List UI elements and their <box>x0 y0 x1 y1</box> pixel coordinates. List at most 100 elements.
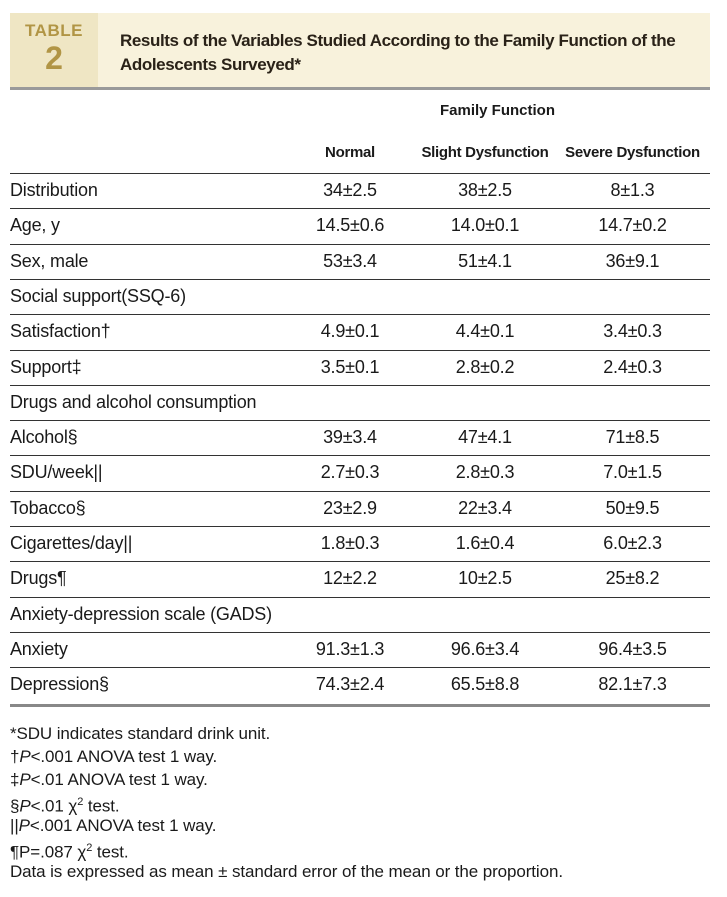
footnote-text: P <box>19 770 31 789</box>
footnote-text: ¶P=.087 χ <box>10 842 87 862</box>
row-line <box>10 632 710 633</box>
row-line <box>10 491 710 492</box>
table-label: TABLE <box>25 21 83 40</box>
footnote-text: 2 <box>77 796 84 808</box>
footnote-text: P <box>19 796 31 816</box>
row-label: Distribution <box>10 180 98 200</box>
footnote-text: test. <box>92 842 129 862</box>
row-label: Tobacco§ <box>10 497 86 518</box>
bottom-rule <box>10 704 710 707</box>
row-label: Sex, male <box>10 250 89 271</box>
cell-value: 25±8.2 <box>605 568 660 589</box>
cell-value: 51±4.1 <box>458 250 512 271</box>
row-line <box>10 244 710 245</box>
row-label: Drugs and alcohol consumption <box>10 391 257 412</box>
footnote: Data is expressed as mean ± standard err… <box>10 860 563 883</box>
footnote: §P<.01 χ2 test. <box>10 791 120 818</box>
footnote-text: *SDU indicates standard drink unit. <box>10 724 271 743</box>
cell-value: 8±1.3 <box>610 180 655 200</box>
cell-value: 74.3±2.4 <box>315 674 385 695</box>
cell-value: 12±2.2 <box>323 568 377 589</box>
footnote: *SDU indicates standard drink unit. <box>10 722 270 745</box>
row-line <box>10 597 710 598</box>
cell-value: 1.6±0.4 <box>455 533 515 553</box>
table-badge: TABLE 2 <box>10 13 98 88</box>
row-line <box>10 350 710 351</box>
footnote-text: P <box>18 816 30 835</box>
footnote-text: test. <box>83 796 120 816</box>
cell-value: 34±2.5 <box>323 180 377 200</box>
footnote-text: ‡ <box>10 770 20 789</box>
cell-value: 14.0±0.1 <box>450 215 520 236</box>
cell-value: 3.5±0.1 <box>320 356 380 377</box>
row-line <box>10 173 710 174</box>
footnote-text: <.001 ANOVA test 1 way. <box>30 747 218 766</box>
cell-value: 96.4±3.5 <box>598 638 667 659</box>
cell-value: 36±9.1 <box>605 250 660 271</box>
cell-value: 2.4±0.3 <box>603 356 662 377</box>
cell-value: 71±8.5 <box>605 427 660 448</box>
row-label: Anxiety-depression scale (GADS) <box>10 603 272 624</box>
cell-value: 14.5±0.6 <box>315 215 385 236</box>
group-header: Family Function <box>439 102 555 119</box>
cell-value: 96.6±3.4 <box>450 638 520 659</box>
row-label: Alcohol§ <box>10 427 78 448</box>
cell-value: 2.8±0.2 <box>455 356 515 377</box>
footnote-text: P <box>19 747 31 766</box>
cell-value: 14.7±0.2 <box>598 215 667 236</box>
cell-value: 3.4±0.3 <box>603 321 662 342</box>
row-label: Support‡ <box>10 356 82 377</box>
column-header: Normal <box>325 144 375 161</box>
row-line <box>10 526 710 527</box>
row-label: Anxiety <box>10 638 68 659</box>
cell-value: 82.1±7.3 <box>598 674 667 695</box>
row-label: Cigarettes/day|| <box>10 533 133 553</box>
footnote-text: <.01 ANOVA test 1 way. <box>30 770 208 789</box>
cell-value: 47±4.1 <box>458 427 512 448</box>
footnote-text: † <box>10 747 20 766</box>
cell-value: 1.8±0.3 <box>320 533 380 553</box>
cell-value: 10±2.5 <box>458 568 512 589</box>
cell-value: 22±3.4 <box>458 497 512 518</box>
footnote: †P<.001 ANOVA test 1 way. <box>10 745 217 768</box>
row-line <box>10 208 710 209</box>
cell-value: 39±3.4 <box>323 427 377 448</box>
footnote-text: Data is expressed as mean ± standard err… <box>10 862 563 881</box>
footnote: ‡P<.01 ANOVA test 1 way. <box>10 768 208 791</box>
cell-value: 91.3±1.3 <box>315 638 385 659</box>
cell-value: 38±2.5 <box>458 180 512 200</box>
row-label: Age, y <box>10 215 60 236</box>
row-line <box>10 279 710 280</box>
header-rule <box>10 87 710 90</box>
column-header: Slight Dysfunction <box>421 144 549 161</box>
cell-value: 7.0±1.5 <box>603 462 662 483</box>
cell-value: 53±3.4 <box>323 250 377 271</box>
row-label: Depression§ <box>10 674 109 695</box>
cell-value: 4.9±0.1 <box>320 321 380 342</box>
footnote-text: <.001 ANOVA test 1 way. <box>29 816 217 835</box>
footnote: ||P<.001 ANOVA test 1 way. <box>10 814 217 837</box>
footnote-text: § <box>10 796 20 816</box>
footnote-text: 2 <box>86 842 93 854</box>
cell-value: 2.7±0.3 <box>320 462 380 483</box>
footnote: ¶P=.087 χ2 test. <box>10 837 129 864</box>
row-label: Satisfaction† <box>10 321 111 342</box>
table-title: Results of the Variables Studied Accordi… <box>120 31 676 74</box>
row-line <box>10 455 710 456</box>
row-label: Social support(SSQ-6) <box>10 285 186 306</box>
row-line <box>10 385 710 386</box>
row-line <box>10 667 710 668</box>
footnote-text: || <box>10 816 19 835</box>
cell-value: 4.4±0.1 <box>455 321 515 342</box>
table-number: 2 <box>45 40 63 76</box>
cell-value: 23±2.9 <box>323 497 377 518</box>
column-header: Severe Dysfunction <box>565 144 700 161</box>
title-box: Results of the Variables Studied Accordi… <box>98 13 710 88</box>
footnote-text: <.01 χ <box>30 796 78 816</box>
row-line <box>10 420 710 421</box>
row-label: SDU/week|| <box>10 462 103 483</box>
row-line <box>10 561 710 562</box>
cell-value: 2.8±0.3 <box>455 462 515 483</box>
cell-value: 50±9.5 <box>605 497 660 518</box>
